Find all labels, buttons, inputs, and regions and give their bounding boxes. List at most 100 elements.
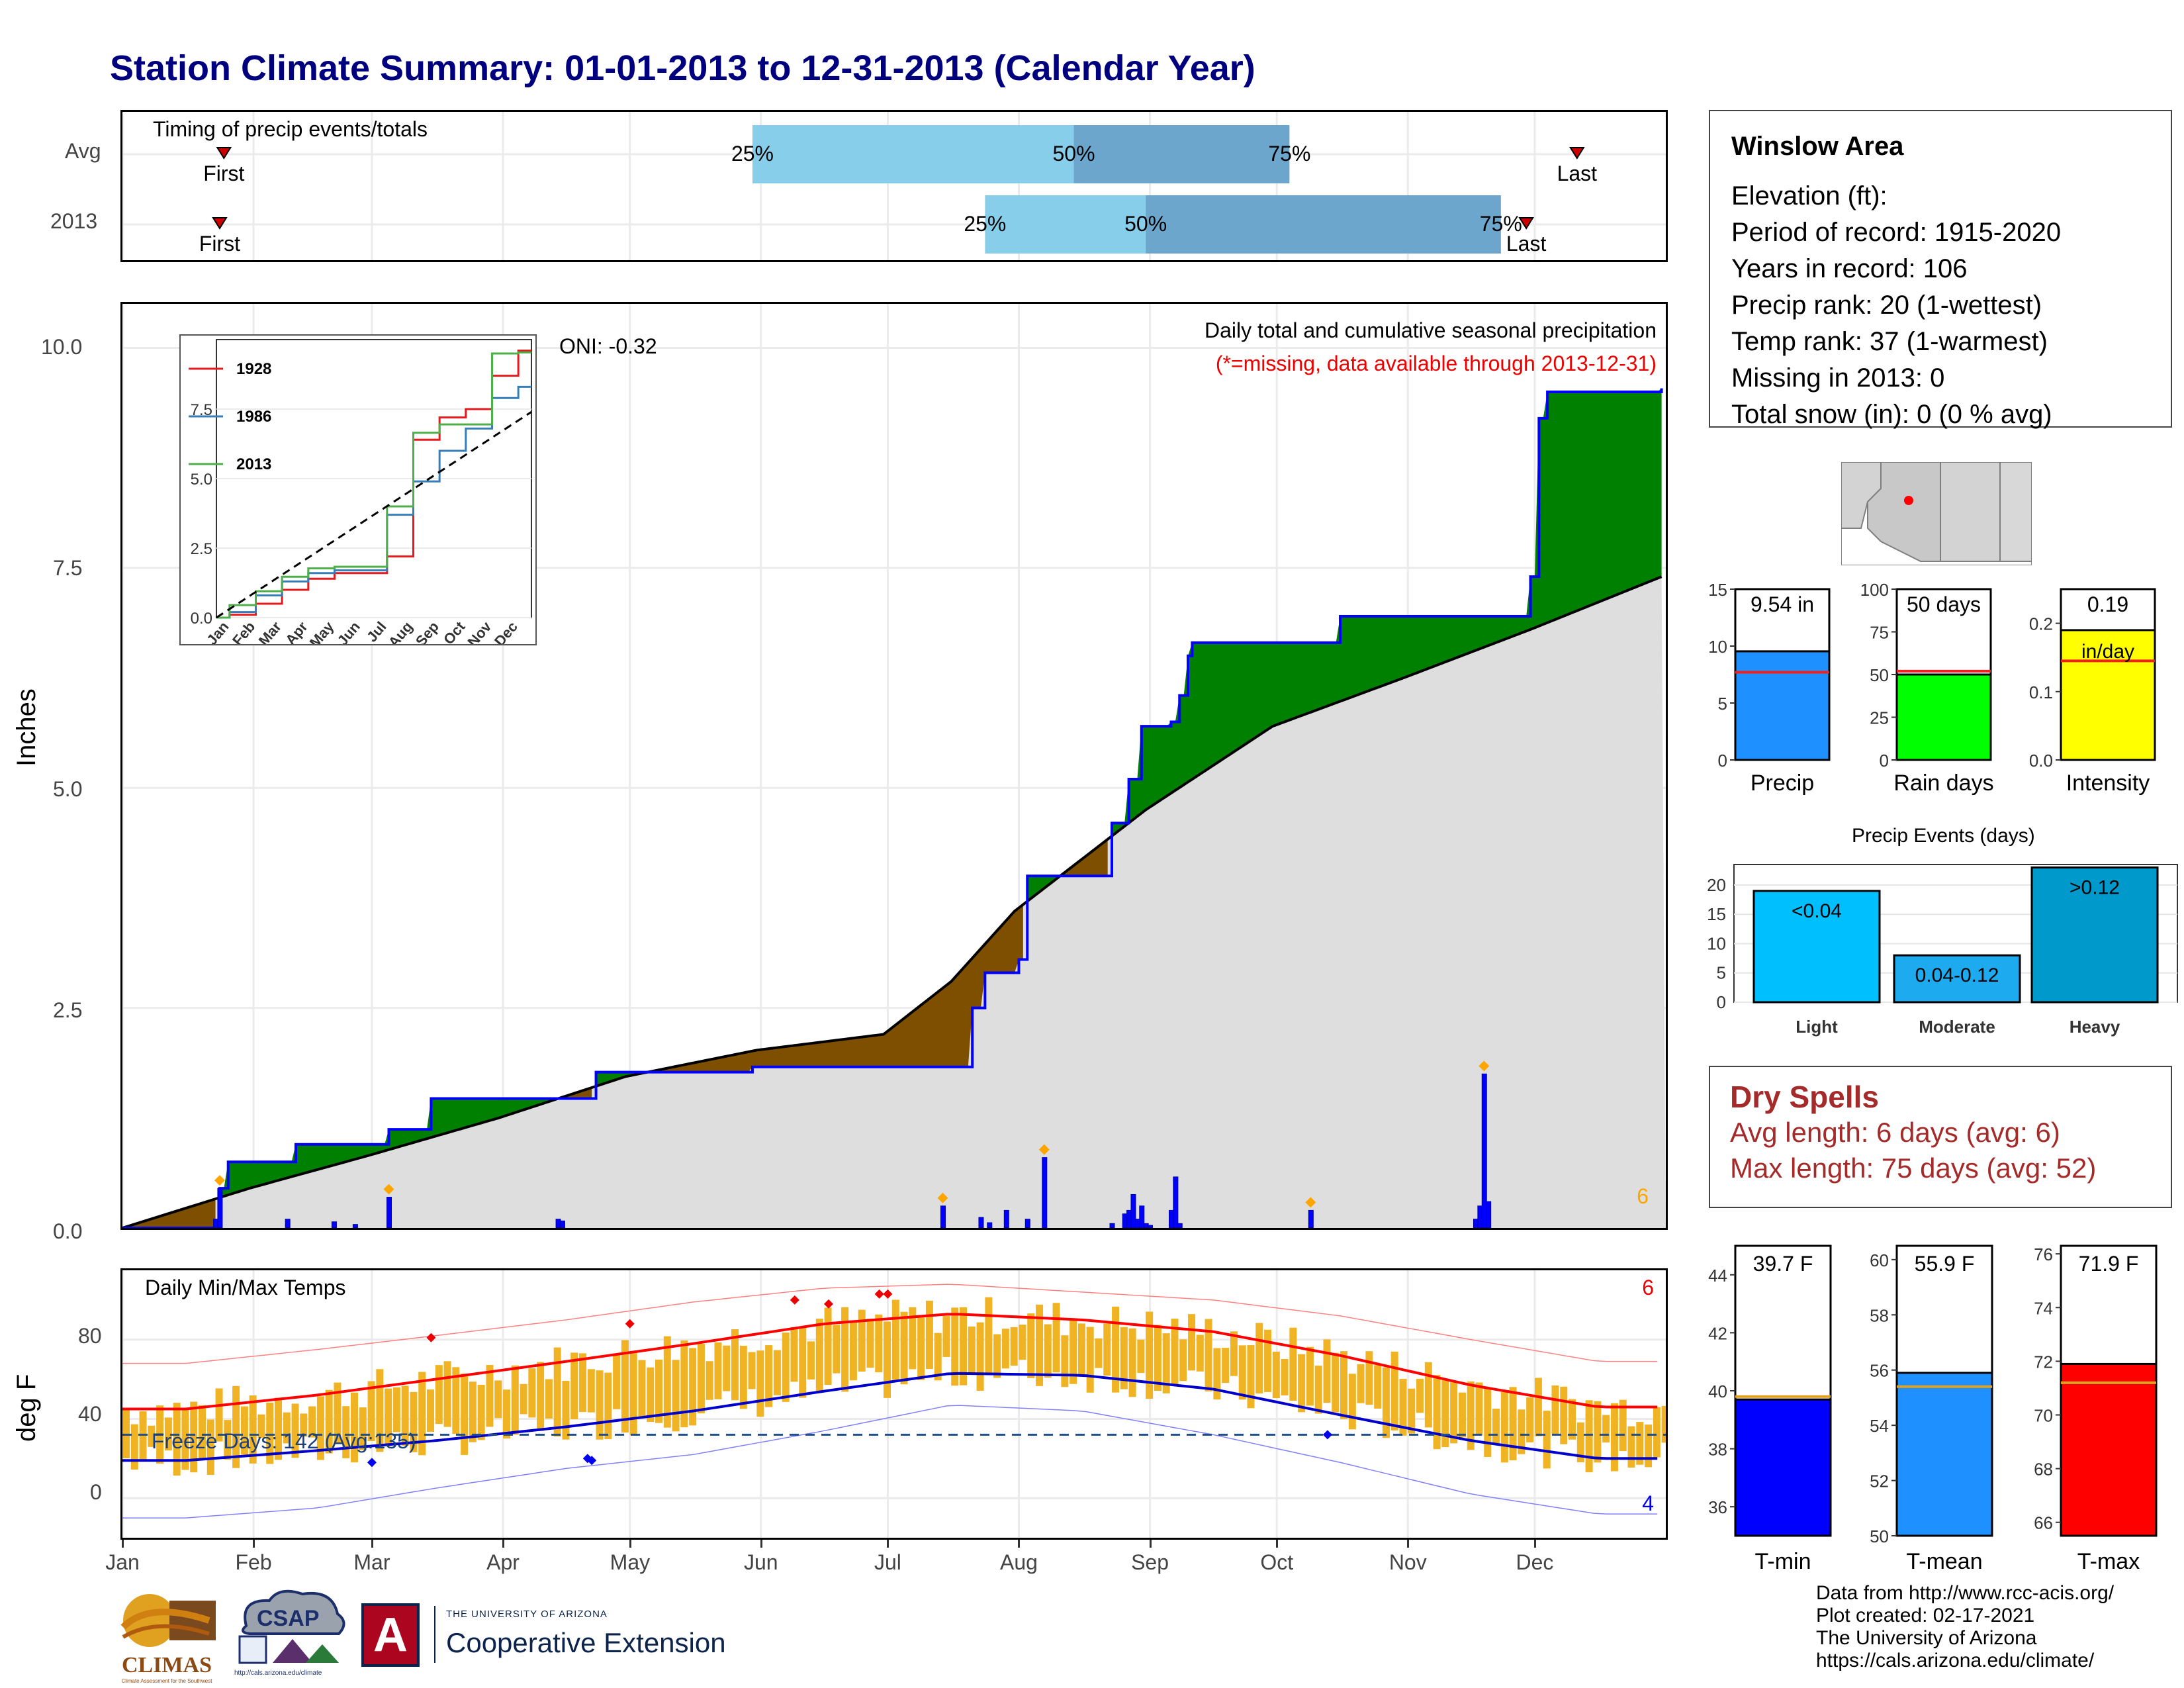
daily-precip-bar-12 bbox=[1024, 1219, 1030, 1228]
heavy-event-marker-0 bbox=[214, 1175, 225, 1186]
record-min-count: 4 bbox=[1642, 1491, 1654, 1515]
inset-legend-label: 1986 bbox=[236, 408, 271, 426]
temp-summary-ytick: 74 bbox=[2034, 1298, 2053, 1318]
oni-label: ONI: -0.32 bbox=[559, 334, 657, 358]
inset-month-label: May bbox=[306, 618, 338, 644]
month-tick bbox=[253, 1540, 255, 1548]
inset-month-label: Jun bbox=[334, 618, 363, 644]
last-event-label: Last bbox=[1506, 232, 1547, 256]
summary-value-unit: in/day bbox=[2081, 641, 2134, 663]
csap-logo: CSAP http://cals.arizona.edu/climate bbox=[233, 1586, 349, 1683]
daily-temp-range-bar bbox=[308, 1406, 316, 1438]
first-event-marker-icon bbox=[216, 147, 232, 160]
month-label-sep: Sep bbox=[1131, 1550, 1169, 1574]
temp-summary-ytick: 76 bbox=[2034, 1244, 2053, 1264]
precip-ytick-3: 7.5 bbox=[53, 556, 83, 580]
daily-temp-range-bar bbox=[190, 1401, 198, 1473]
credit-plot-created: Plot created: 02-17-2021 bbox=[1816, 1605, 2035, 1626]
daily-temp-range-bar bbox=[1027, 1313, 1035, 1378]
month-label-may: May bbox=[610, 1550, 651, 1574]
daily-temp-range-bar bbox=[1484, 1387, 1492, 1457]
daily-temp-range-bar bbox=[469, 1382, 477, 1442]
daily-temp-range-bar bbox=[1433, 1375, 1441, 1450]
summary-ytick: 0 bbox=[1718, 751, 1727, 771]
map-state-east bbox=[1999, 462, 2032, 562]
daily-temp-range-bar bbox=[224, 1420, 232, 1460]
daily-temp-range-bar bbox=[1044, 1324, 1052, 1378]
temp-summary-ytick: 38 bbox=[1708, 1440, 1727, 1460]
average-cumulative-line bbox=[122, 575, 1662, 1228]
dry-spells-box: Dry Spells Avg length: 6 days (avg: 6) M… bbox=[1709, 1066, 2172, 1208]
daily-temp-range-bar bbox=[1196, 1335, 1204, 1372]
summary-ytick: 25 bbox=[1870, 708, 1889, 728]
daily-temp-range-bar bbox=[960, 1307, 968, 1385]
deficit-area bbox=[651, 904, 1023, 1072]
timing-row-label-avg: Avg bbox=[65, 139, 101, 163]
precip-ylabel: Inches bbox=[12, 688, 41, 767]
record-low-marker-2 bbox=[587, 1456, 597, 1466]
daily-temp-range-bar bbox=[815, 1319, 823, 1393]
inset-legend-label: 2013 bbox=[236, 455, 271, 473]
daily-precip-bar-11 bbox=[1003, 1209, 1009, 1228]
precip-panel: Daily total and cumulative seasonal prec… bbox=[120, 302, 1668, 1230]
daily-temp-range-bar bbox=[1475, 1382, 1483, 1436]
summary-value-label: 0.19 bbox=[2087, 592, 2128, 616]
average-max-line bbox=[122, 1313, 1658, 1411]
events-category-label: Light bbox=[1796, 1017, 1838, 1037]
daily-temp-range-bar bbox=[1543, 1411, 1551, 1469]
daily-temp-range-bar bbox=[392, 1387, 400, 1432]
daily-temp-range-bar bbox=[1518, 1409, 1525, 1454]
last-event-label: Last bbox=[1557, 162, 1598, 185]
timing-title: Timing of precip events/totals bbox=[153, 117, 428, 141]
station-marker bbox=[1904, 496, 1913, 505]
temp-ytick-2: 80 bbox=[78, 1324, 102, 1348]
daily-temp-range-bar bbox=[1019, 1325, 1026, 1360]
daily-temp-range-bar bbox=[1188, 1314, 1196, 1371]
daily-temp-range-bar bbox=[376, 1369, 384, 1452]
daily-temp-range-bar bbox=[1314, 1366, 1322, 1414]
daily-temp-range-bar bbox=[199, 1405, 206, 1460]
timing-bar-upper-1 bbox=[1146, 195, 1501, 254]
daily-temp-range-bar bbox=[951, 1307, 959, 1386]
daily-temp-range-bar bbox=[739, 1345, 747, 1409]
daily-temp-range-bar bbox=[1408, 1388, 1416, 1434]
inset-series-2013 bbox=[216, 351, 531, 619]
month-label-apr: Apr bbox=[486, 1550, 520, 1574]
precip-ytick-1: 2.5 bbox=[53, 998, 83, 1022]
month-tick bbox=[760, 1540, 762, 1548]
temp-summary-value-label: 71.9 F bbox=[2079, 1252, 2139, 1276]
temp-summary-ytick: 44 bbox=[1708, 1266, 1727, 1286]
summary-ytick: 100 bbox=[1860, 580, 1889, 600]
daily-temp-range-bar bbox=[1162, 1333, 1170, 1393]
average-cumulative-area bbox=[122, 577, 1666, 1228]
daily-precip-bar-24 bbox=[1177, 1223, 1183, 1228]
daily-temp-range-bar bbox=[1052, 1303, 1060, 1373]
record-high-marker-1 bbox=[625, 1319, 635, 1329]
timing-pct-label: 25% bbox=[964, 212, 1006, 236]
summary-bars: 0 5 10 15 9.54 in Precip 0 25 50 75 100 50 days Rain… bbox=[1708, 580, 2156, 796]
precip-ytick-2: 5.0 bbox=[53, 777, 83, 801]
daily-temp-range-bar bbox=[942, 1315, 950, 1357]
daily-temp-range-bar bbox=[790, 1327, 798, 1382]
daily-temp-range-bar bbox=[1424, 1362, 1432, 1428]
events-ytick: 15 bbox=[1707, 904, 1726, 924]
month-label-aug: Aug bbox=[1000, 1550, 1038, 1574]
daily-temp-range-bar bbox=[249, 1395, 257, 1464]
daily-temp-range-bar bbox=[731, 1329, 739, 1401]
daily-temp-range-bar bbox=[833, 1325, 841, 1374]
month-tick bbox=[1533, 1540, 1536, 1548]
month-label-mar: Mar bbox=[353, 1550, 390, 1574]
daily-temp-range-bar bbox=[173, 1403, 181, 1476]
heavy-event-marker-3 bbox=[1038, 1144, 1050, 1155]
daily-temp-range-bar bbox=[909, 1307, 917, 1370]
summary-bar-2 bbox=[2060, 629, 2156, 761]
daily-temp-range-bar bbox=[1619, 1399, 1627, 1452]
daily-temp-range-bar bbox=[1146, 1311, 1154, 1399]
timing-pct-label: 25% bbox=[731, 142, 774, 165]
daily-temp-range-bar bbox=[1399, 1379, 1407, 1436]
daily-precip-bar-9 bbox=[978, 1217, 984, 1228]
daily-temp-range-bar bbox=[1653, 1407, 1661, 1458]
daily-temp-range-bar bbox=[1264, 1329, 1272, 1392]
daily-temp-range-bar bbox=[325, 1389, 333, 1454]
daily-temp-range-bar bbox=[257, 1414, 265, 1438]
